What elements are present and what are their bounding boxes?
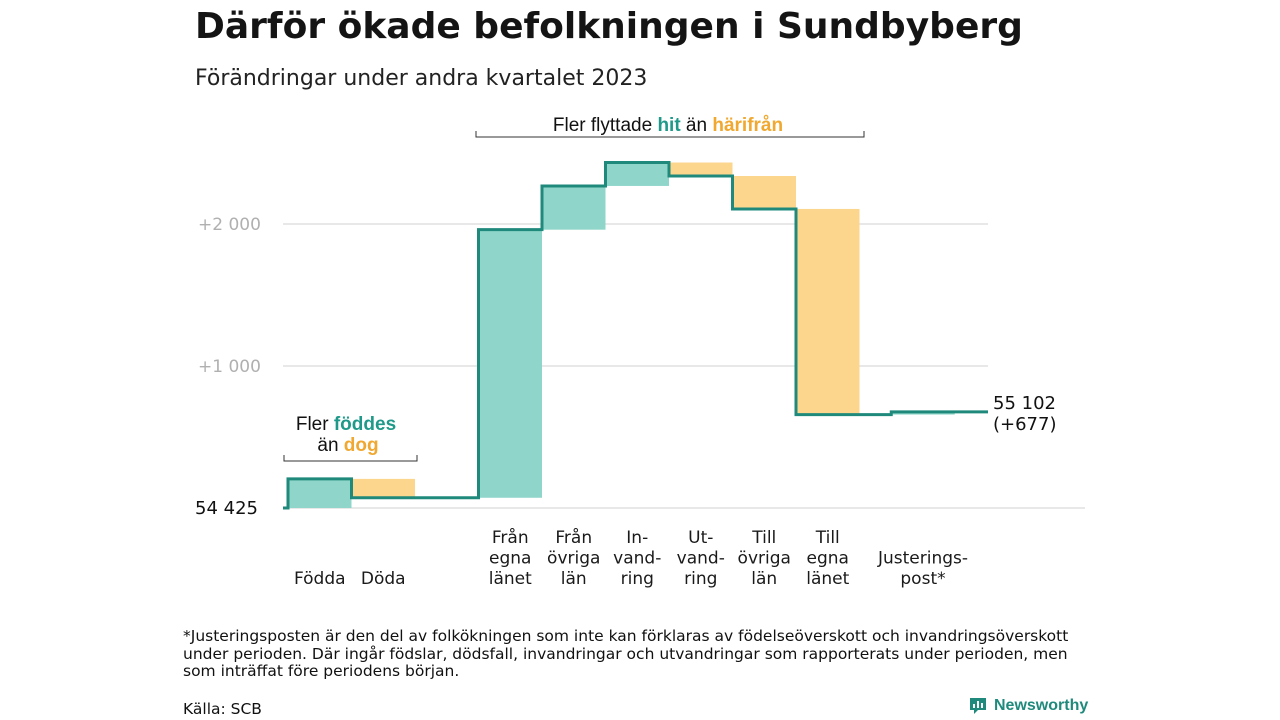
waterfall-bar — [542, 185, 606, 230]
waterfall-bar — [288, 478, 352, 508]
brand-name: Newsworthy — [994, 697, 1089, 714]
category-label: Från — [492, 527, 529, 548]
chart-subtitle: Förändringar under andra kvartalet 2023 — [195, 66, 648, 91]
category-label: länet — [806, 569, 849, 589]
category-label: Döda — [361, 569, 406, 589]
category-label: ring — [684, 569, 717, 589]
category-label: län — [751, 569, 777, 589]
category-label: ring — [621, 569, 654, 589]
category-label: Ut- — [688, 528, 713, 548]
gridlines — [283, 223, 1085, 509]
births-annotation-line2: än dog — [317, 435, 378, 456]
newsworthy-logo: Newsworthy — [968, 696, 1088, 716]
step-lines — [283, 161, 988, 510]
category-label: Till — [751, 528, 776, 548]
category-label: övriga — [547, 549, 600, 569]
waterfall-bar — [351, 478, 415, 498]
category-label: övriga — [738, 549, 791, 569]
waterfall-bar — [605, 162, 669, 186]
source-credit: Källa: SCB — [183, 700, 262, 718]
end-value-label: 55 102 — [993, 393, 1056, 414]
migration-annotation-text: Fler flyttade hit än härifrån — [553, 115, 783, 136]
migration-bracket — [475, 131, 865, 138]
category-label: post* — [900, 569, 945, 589]
cumulative-line — [283, 161, 988, 510]
category-label: In- — [626, 528, 648, 548]
category-label: länet — [489, 569, 532, 589]
category-label: län — [561, 569, 587, 589]
migration-annotation: Fler flyttade hit än härifrån — [475, 115, 865, 138]
category-label: egna — [807, 549, 849, 569]
start-value-label: 54 425 — [195, 498, 258, 519]
births-bracket — [283, 455, 418, 462]
bar-chart-icon — [970, 698, 986, 714]
category-label: Från — [555, 527, 592, 548]
category-label: Justerings- — [877, 549, 968, 569]
y-tick-label: +1 000 — [198, 357, 261, 377]
category-label: vand- — [677, 549, 725, 569]
footnote: *Justeringsposten är den del av folkökni… — [183, 627, 1069, 680]
waterfall-bar — [669, 162, 733, 177]
category-label: egna — [489, 549, 531, 569]
waterfall-bar — [796, 208, 860, 415]
y-tick-label: +2 000 — [198, 215, 261, 235]
chart-title: Därför ökade befolkningen i Sundbyberg — [195, 6, 1023, 47]
waterfall-bar — [478, 229, 542, 498]
births-annotation: Fler föddes än dog — [283, 414, 418, 462]
bars — [288, 162, 955, 508]
category-label: vand- — [613, 549, 661, 569]
end-change-label: (+677) — [993, 414, 1056, 435]
births-annotation-line1: Fler föddes — [296, 414, 396, 435]
category-label: Till — [815, 528, 840, 548]
category-label: Födda — [294, 569, 346, 589]
waterfall-bar — [732, 176, 796, 209]
